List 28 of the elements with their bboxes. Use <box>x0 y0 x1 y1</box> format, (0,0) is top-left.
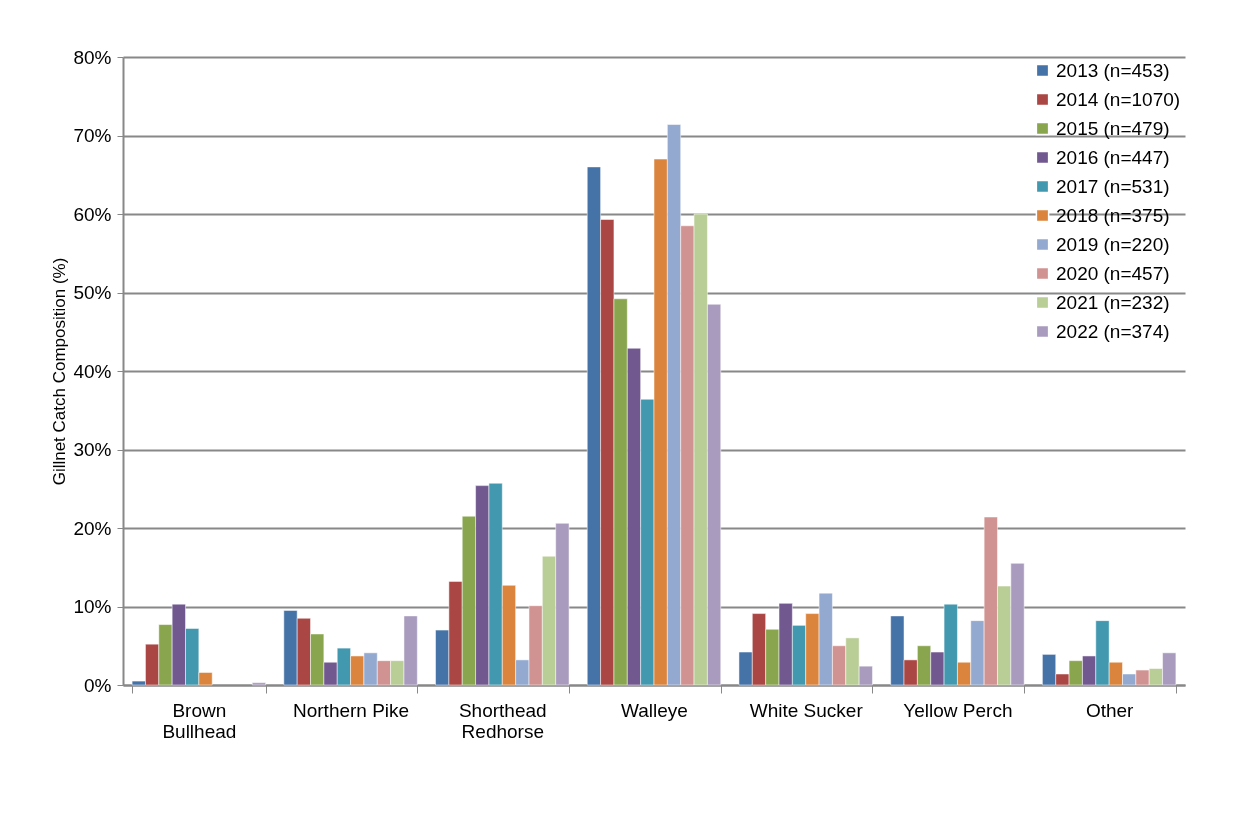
y-tick-label: 10% <box>73 596 112 617</box>
x-tick-label: Northern Pike <box>292 699 410 721</box>
y-tick-label: 20% <box>73 517 112 539</box>
legend-label: 2016 (n=447) <box>1056 146 1170 168</box>
legend-label: 2019 (n=220) <box>1056 233 1170 255</box>
x-tick-label: Walleye <box>621 699 688 721</box>
legend-label: 2015 (n=479) <box>1056 117 1170 139</box>
legend-label: 2021 (n=232) <box>1056 291 1170 313</box>
legend-label: 2022 (n=374) <box>1056 320 1170 342</box>
x-tick-label: Yellow Perch <box>903 699 1013 721</box>
y-tick-label: 80% <box>73 46 112 68</box>
y-tick-label: 60% <box>73 203 112 225</box>
legend-label: 2020 (n=457) <box>1056 262 1170 284</box>
legend-label: 2014 (n=1070) <box>1056 88 1181 110</box>
legend-label: 2018 (n=375) <box>1056 204 1170 226</box>
x-tick-label: White Sucker <box>749 699 864 721</box>
y-tick-label: 0% <box>84 674 112 696</box>
x-tick-label: Other <box>1085 699 1135 721</box>
legend-label: 2013 (n=453) <box>1056 59 1170 81</box>
x-tick-label: Shorthead Redhorse <box>458 699 547 742</box>
bar <box>252 682 266 686</box>
legend-label: 2017 (n=531) <box>1056 175 1170 197</box>
x-tick-label: Brown Bullhead <box>162 699 237 742</box>
y-axis-title: Gillnet Catch Composition (%) <box>50 257 70 486</box>
y-tick-label: 40% <box>73 360 112 382</box>
y-tick-label: 70% <box>73 125 112 146</box>
y-tick-label: 50% <box>73 282 112 303</box>
y-tick-label: 30% <box>73 439 112 460</box>
